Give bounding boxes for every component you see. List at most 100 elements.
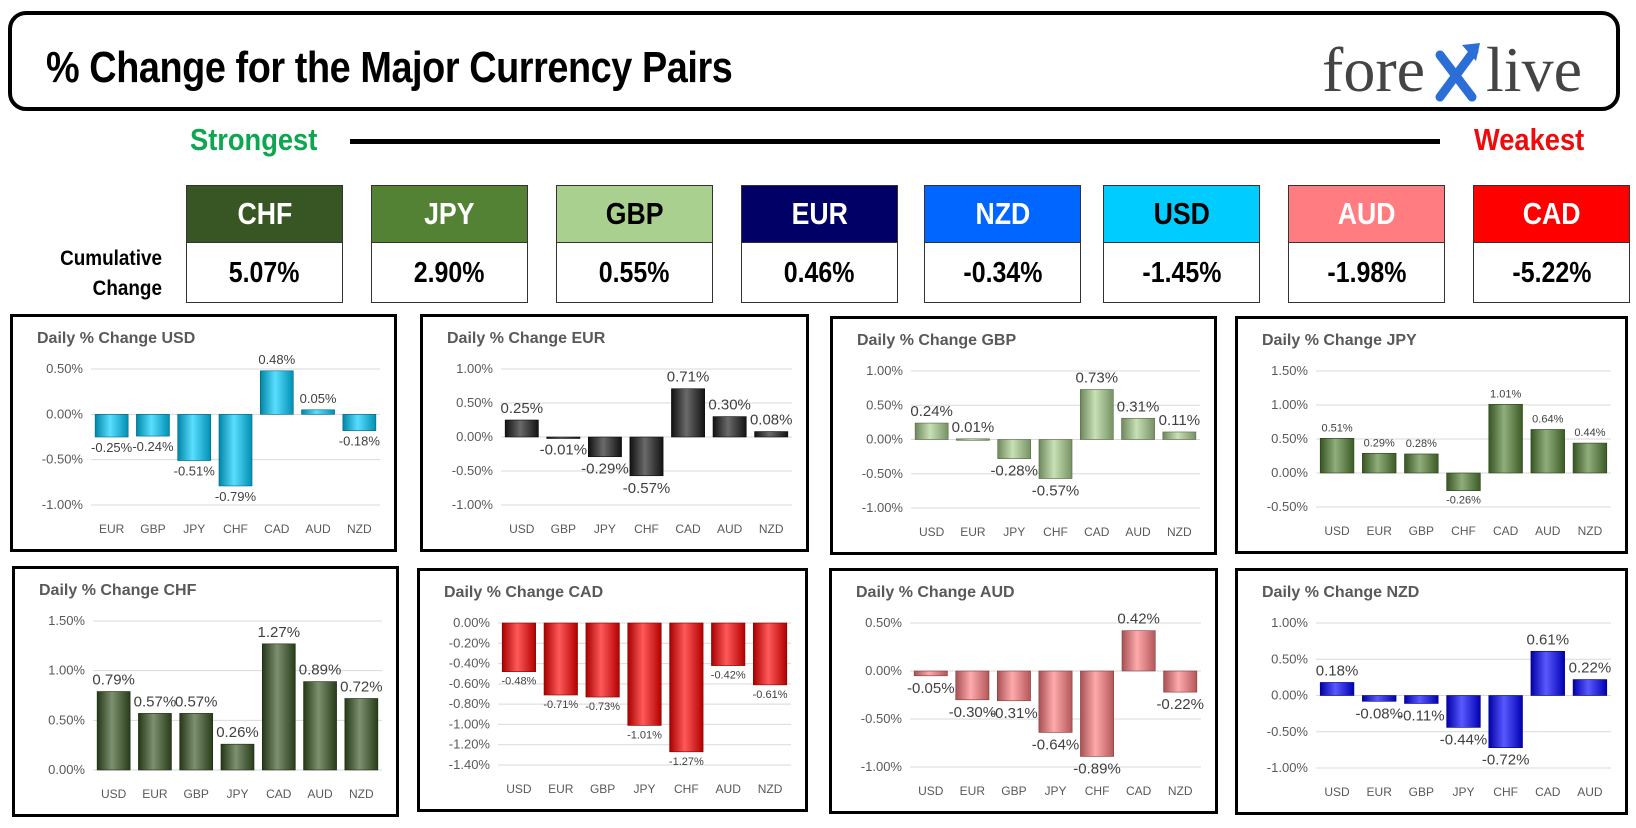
currency-box-jpy: JPY 2.90% — [371, 185, 528, 303]
currency-code: USD — [1104, 186, 1259, 243]
x-tick-label: CAD — [1493, 524, 1519, 538]
logo-x-icon — [1435, 43, 1480, 102]
x-tick-label: EUR — [960, 784, 986, 798]
data-label: -0.29% — [581, 461, 629, 478]
currency-cumulative-value: -5.22% — [1474, 243, 1629, 303]
bar-cad — [671, 388, 705, 438]
bar-usd — [1319, 682, 1355, 696]
chart-title: Daily % Change AUD — [856, 584, 1015, 601]
y-tick-label: -1.00% — [449, 716, 491, 731]
data-label: 0.05% — [300, 391, 337, 406]
currency-cumulative-value: 2.90% — [372, 243, 527, 303]
y-tick-label: 0.50% — [865, 615, 902, 630]
data-label: 0.01% — [952, 419, 995, 436]
y-tick-label: 0.00% — [1271, 465, 1308, 480]
data-label: -0.57% — [1032, 483, 1080, 500]
bar-gbp — [179, 713, 214, 771]
x-tick-label: GBP — [140, 522, 165, 536]
currency-value-text: 0.55% — [599, 256, 670, 289]
y-tick-label: -1.40% — [449, 757, 491, 772]
bar-nzd — [1572, 442, 1608, 474]
y-tick-label: 0.50% — [48, 712, 85, 727]
bar-nzd — [753, 622, 788, 686]
data-label: 0.79% — [92, 672, 135, 689]
data-label: 0.24% — [910, 403, 953, 420]
data-label: -0.22% — [1156, 696, 1204, 713]
y-tick-label: 0.50% — [1271, 651, 1308, 666]
chart-panel-usd: Daily % Change USD 0.50% 0.00% -0.50% -1.00%… — [10, 314, 397, 552]
bar-gbp — [136, 414, 170, 437]
page-title: % Change for the Major Currency Pairs — [46, 43, 733, 92]
logo-text-live: live — [1486, 34, 1582, 105]
x-tick-label: GBP — [590, 782, 615, 796]
x-tick-label: USD — [509, 522, 535, 536]
forexlive-logo: fore live — [1322, 34, 1582, 105]
y-tick-label: -0.20% — [449, 635, 491, 650]
bar-chf — [218, 414, 253, 487]
currency-code: NZD — [925, 186, 1080, 243]
currency-code: EUR — [742, 186, 897, 243]
chart-svg: Daily % Change GBP 1.00% 0.50% 0.00% -0.50% -… — [857, 332, 1200, 539]
data-label: 0.08% — [750, 412, 793, 429]
currency-code-text: EUR — [791, 196, 848, 231]
data-label: -0.01% — [540, 442, 588, 459]
y-tick-label: 0.50% — [46, 361, 83, 376]
currency-value-text: 2.90% — [414, 256, 485, 289]
bar-aud — [301, 409, 335, 415]
bar-chf — [669, 622, 704, 753]
chart-panel-cad: Daily % Change CAD 0.00% -0.20% -0.40% -0.60… — [417, 568, 808, 812]
bar-eur — [1362, 695, 1397, 702]
x-tick-label: AUD — [717, 522, 743, 536]
x-tick-label: NZD — [1168, 784, 1193, 798]
data-label: -0.51% — [174, 464, 216, 479]
currency-code: CAD — [1474, 186, 1629, 243]
y-tick-label: -0.80% — [449, 696, 491, 711]
data-label: -0.61% — [753, 689, 788, 701]
data-label: -0.42% — [711, 670, 746, 682]
bar-nzd — [1162, 431, 1197, 440]
data-label: 1.01% — [1490, 388, 1521, 400]
x-tick-label: JPY — [1044, 784, 1066, 798]
data-label: 0.44% — [1574, 427, 1605, 439]
bar-eur — [955, 670, 990, 701]
data-label: 0.51% — [1321, 422, 1352, 434]
data-label: 0.28% — [1406, 438, 1437, 450]
x-tick-label: CHF — [1085, 784, 1110, 798]
x-tick-label: EUR — [960, 525, 986, 539]
y-tick-label: 0.00% — [1271, 688, 1308, 703]
bar-aud — [1572, 679, 1608, 696]
data-label: -0.08% — [1355, 705, 1403, 722]
data-label: -0.64% — [1032, 736, 1080, 753]
bar-cad — [1488, 404, 1523, 474]
currency-code-text: CAD — [1522, 196, 1581, 231]
chart-title: Daily % Change GBP — [857, 332, 1016, 349]
title-banner: % Change for the Major Currency Pairs fo… — [8, 11, 1620, 111]
y-tick-label: -1.00% — [861, 759, 903, 774]
currency-code-text: GBP — [605, 196, 664, 231]
y-tick-label: 0.50% — [456, 395, 493, 410]
currency-cumulative-value: -1.45% — [1104, 243, 1259, 303]
bar-nzd — [344, 698, 379, 771]
data-label: 0.89% — [299, 662, 342, 679]
chart-title: Daily % Change USD — [37, 330, 195, 347]
currency-value-text: -1.98% — [1326, 256, 1407, 289]
y-tick-label: -0.60% — [449, 676, 491, 691]
bar-usd — [501, 622, 536, 672]
x-tick-label: CAD — [1126, 784, 1152, 798]
currency-box-cad: CAD -5.22% — [1473, 185, 1630, 303]
x-tick-label: CHF — [634, 522, 659, 536]
bar-eur — [94, 414, 129, 438]
bar-chf — [1038, 439, 1073, 479]
data-label: 0.64% — [1532, 413, 1563, 425]
data-label: 0.26% — [216, 724, 259, 741]
data-label: 0.42% — [1117, 611, 1160, 628]
currency-value-text: 5.07% — [229, 256, 300, 289]
y-tick-label: -1.00% — [452, 497, 494, 512]
y-tick-label: -0.50% — [42, 452, 84, 467]
x-tick-label: NZD — [758, 782, 783, 796]
cumulative-label-line2: Change — [92, 277, 162, 300]
bar-gbp — [585, 622, 620, 698]
bar-jpy — [588, 436, 622, 458]
x-tick-label: CHF — [223, 522, 248, 536]
y-tick-label: -0.50% — [861, 711, 903, 726]
